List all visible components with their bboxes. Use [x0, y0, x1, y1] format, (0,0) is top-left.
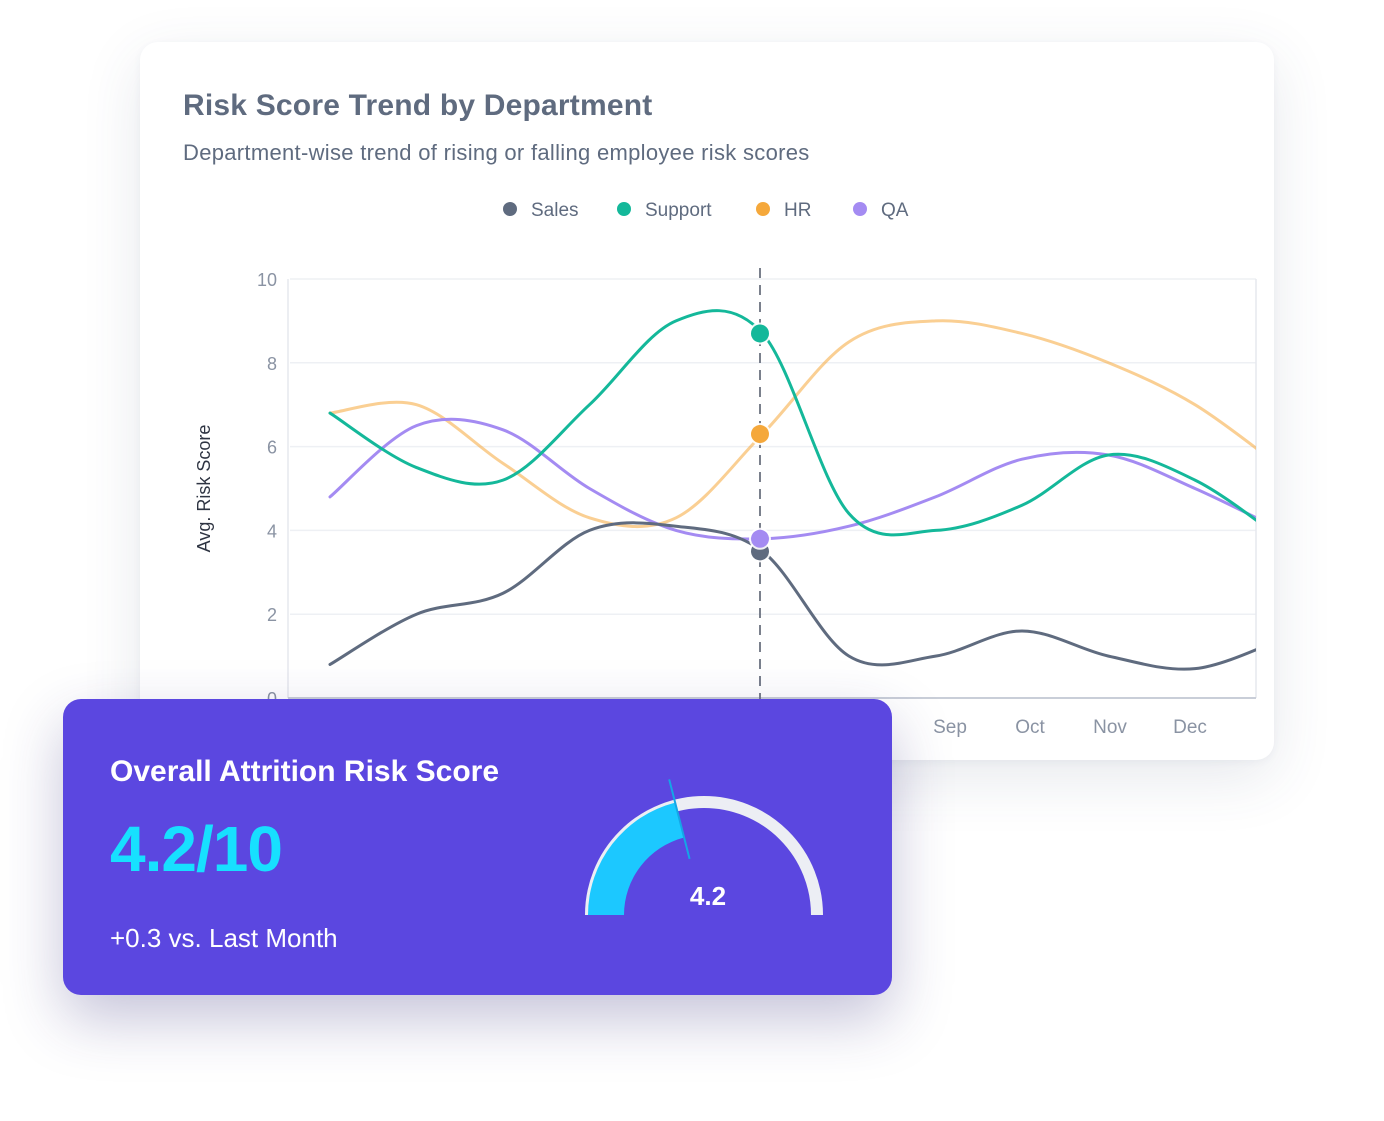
- legend-label: Support: [645, 200, 712, 221]
- highlight-marker-qa: [751, 529, 769, 548]
- legend-item-sales: Sales: [503, 200, 579, 221]
- series-line-qa: [328, 417, 1256, 541]
- score-title: Overall Attrition Risk Score: [110, 755, 500, 788]
- legend-item-support: Support: [617, 200, 712, 221]
- score-delta: +0.3 vs. Last Month: [110, 923, 338, 953]
- line-chart: SalesSupportHRQA0246810Avg. Risk ScoreJa…: [194, 200, 1257, 738]
- legend-marker: [503, 202, 517, 216]
- legend-item-qa: QA: [853, 200, 909, 221]
- y-tick-label: 4: [267, 521, 277, 541]
- legend-marker: [756, 202, 770, 216]
- y-tick-label: 10: [257, 270, 277, 290]
- legend-marker: [853, 202, 867, 216]
- x-tick-label: Nov: [1093, 717, 1127, 738]
- gauge-fill: [588, 802, 685, 915]
- y-tick-label: 8: [267, 354, 277, 374]
- chart-card: Risk Score Trend by Department Departmen…: [140, 42, 1274, 760]
- chart-subtitle: Department-wise trend of rising or falli…: [183, 140, 810, 165]
- x-tick-label: Sep: [933, 717, 967, 738]
- legend-marker: [617, 202, 631, 216]
- legend-label: HR: [784, 200, 811, 221]
- legend-label: Sales: [531, 200, 579, 221]
- x-tick-label: Oct: [1015, 717, 1045, 738]
- attrition-score-card: Overall Attrition Risk Score 4.2/10 +0.3…: [63, 699, 892, 995]
- series-line-sales: [328, 521, 1256, 671]
- legend-item-hr: HR: [756, 200, 811, 221]
- y-tick-label: 2: [267, 605, 277, 625]
- score-value: 4.2/10: [110, 813, 283, 885]
- y-tick-label: 6: [267, 438, 277, 458]
- series-line-hr: [328, 319, 1256, 528]
- gauge-value-label: 4.2: [690, 881, 726, 911]
- gauge-needle: [668, 779, 691, 860]
- highlight-marker-hr: [751, 425, 769, 444]
- x-tick-label: Dec: [1173, 717, 1207, 738]
- y-axis-title: Avg. Risk Score: [194, 425, 214, 553]
- risk-gauge: 4.2: [585, 779, 823, 916]
- chart-title: Risk Score Trend by Department: [183, 89, 653, 122]
- series-line-support: [328, 309, 1256, 537]
- legend-label: QA: [881, 200, 909, 221]
- highlight-marker-support: [751, 324, 769, 343]
